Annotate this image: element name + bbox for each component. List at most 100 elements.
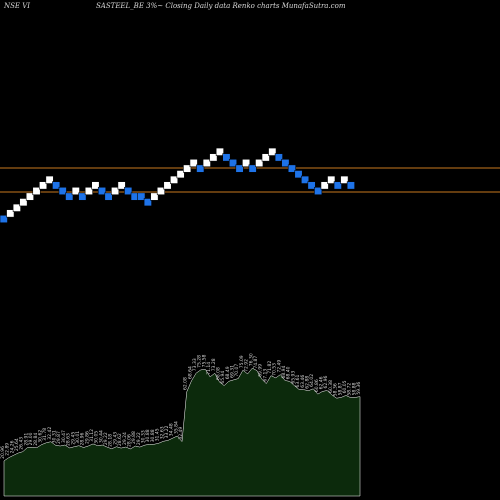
renko-brick — [6, 209, 15, 218]
volume-label: 30.05 — [94, 431, 100, 444]
renko-brick — [300, 175, 310, 184]
volume-label: 30.88 — [150, 429, 156, 442]
renko-brick — [170, 175, 179, 184]
renko-brick — [163, 181, 172, 190]
volume-label: 29.22 — [103, 432, 109, 445]
volume-label: 25.64 — [14, 438, 20, 451]
renko-brick — [209, 153, 218, 162]
volume-label: 60.05 — [342, 380, 348, 393]
renko-brick — [255, 158, 264, 168]
volume-label: 73.33 — [192, 358, 198, 371]
volume-label: 71.14 — [206, 362, 212, 375]
renko-brick — [340, 175, 349, 184]
volume-label: 58.87 — [337, 382, 343, 395]
renko-brick — [124, 186, 133, 196]
volume-label: 30.44 — [98, 430, 104, 443]
volume-label: 72.92 — [244, 359, 250, 372]
volume-label: 69.99 — [258, 364, 264, 377]
volume-label: 65.94 — [220, 371, 226, 384]
renko-brick — [38, 181, 48, 190]
volume-label: 29.24 — [122, 432, 128, 445]
volume-label: 58.88 — [351, 382, 357, 395]
volume-label: 64.02 — [309, 374, 315, 387]
renko-brick — [261, 153, 270, 162]
renko-brick — [0, 214, 8, 224]
volume-label: 28.18 — [108, 434, 114, 447]
renko-brick — [268, 147, 277, 156]
renko-brick — [222, 153, 231, 162]
volume-label: 62.88 — [305, 376, 311, 389]
renko-brick — [333, 181, 342, 190]
volume-label: 75.09 — [239, 355, 245, 368]
volume-label: 30.88 — [145, 429, 151, 442]
volume-label: 31.78 — [42, 428, 48, 441]
renko-brick — [307, 181, 316, 190]
exchange-label: NSE VI — [4, 2, 31, 10]
volume-label: 31.45 — [155, 428, 161, 441]
renko-brick — [281, 158, 290, 168]
renko-brick — [117, 181, 126, 190]
volume-label: 75.58 — [201, 354, 207, 367]
renko-brick — [52, 181, 61, 190]
volume-label: 26.43 — [19, 437, 25, 450]
volume-label: 28.06 — [127, 434, 133, 447]
renko-brick — [156, 186, 165, 196]
volume-label: 68.64 — [187, 366, 193, 379]
volume-label: 20.96 — [0, 446, 6, 459]
volume-label: 62.46 — [319, 376, 325, 389]
renko-brick — [327, 175, 336, 184]
renko-brick — [19, 198, 28, 207]
renko-brick — [25, 192, 35, 201]
renko-brick — [248, 164, 257, 173]
renko-brick — [228, 158, 238, 168]
volume-label: 33.22 — [164, 425, 170, 438]
volume-label: 60.86 — [314, 379, 320, 392]
renko-brick — [314, 186, 323, 196]
volume-series — [3, 367, 361, 497]
renko-brick — [104, 192, 113, 201]
volume-label: 28.96 — [80, 432, 86, 445]
renko-brick — [84, 186, 93, 196]
renko-bricks — [0, 147, 355, 224]
volume-label: 30.62 — [38, 430, 44, 443]
renko-brick — [320, 181, 329, 190]
volume-label: 28.84 — [33, 433, 39, 446]
renko-brick — [235, 164, 244, 173]
renko-brick — [45, 175, 54, 184]
volume-label: 70.07 — [234, 364, 240, 377]
chart-title: SASTEEL_BE 3%~ Closing Daily data Renko … — [96, 2, 346, 10]
volume-label: 28.63 — [66, 433, 72, 446]
volume-label: 30.33 — [141, 430, 147, 443]
volume-label: 31.12 — [89, 429, 95, 442]
volume-label: 28.91 — [23, 433, 29, 446]
renko-brick — [189, 158, 198, 168]
volume-label: 29.45 — [70, 432, 76, 445]
volume-label: 70.53 — [272, 363, 278, 376]
renko-brick — [78, 192, 87, 201]
renko-brick — [111, 186, 120, 196]
volume-label: 29.00 — [28, 432, 34, 445]
volume-label: 28.62 — [117, 433, 123, 446]
volume-label: 32.42 — [47, 427, 53, 440]
volume-label: 58.72 — [347, 383, 353, 396]
volume-label: 74.87 — [253, 356, 259, 369]
volume-label: 22.89 — [5, 443, 11, 456]
volume-area: 20.96 22.89 24.26 25.64 26.43 28.91 29.00 28.84… — [0, 353, 362, 497]
renko-brick — [91, 181, 100, 190]
volume-label: 76.30 — [248, 353, 254, 366]
volume-label: 63.61 — [295, 374, 301, 387]
renko-brick — [137, 192, 146, 201]
volume-label: 69.31 — [230, 365, 236, 378]
volume-label: 29.87 — [56, 431, 62, 444]
renko-brick — [65, 192, 74, 201]
renko-brick — [12, 203, 21, 212]
volume-label: 62.96 — [323, 375, 329, 388]
renko-brick — [294, 170, 303, 179]
renko-brick — [202, 158, 211, 168]
renko-brick — [32, 186, 41, 196]
renko-brick — [183, 164, 192, 173]
renko-brick — [287, 164, 297, 173]
renko-brick — [346, 181, 355, 190]
